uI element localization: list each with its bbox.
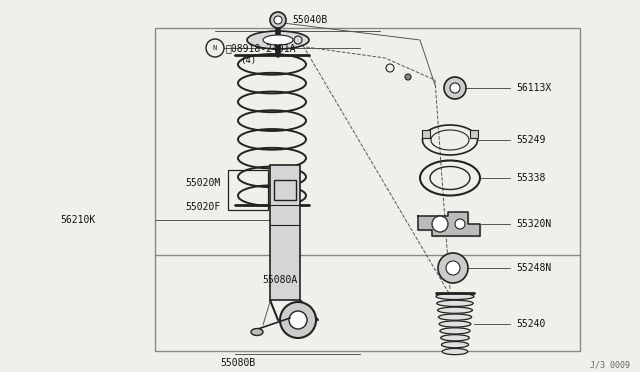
- Polygon shape: [418, 212, 480, 236]
- Bar: [155, 28, 580, 351]
- Text: J/3 0009: J/3 0009: [590, 360, 630, 369]
- Circle shape: [450, 83, 460, 93]
- Text: 55080B: 55080B: [220, 358, 255, 368]
- Text: 55248N: 55248N: [516, 263, 551, 273]
- Circle shape: [438, 253, 468, 283]
- Ellipse shape: [251, 328, 263, 336]
- Text: ⓝ08918-2401A: ⓝ08918-2401A: [225, 43, 296, 53]
- Text: 56210K: 56210K: [60, 215, 95, 225]
- Ellipse shape: [440, 328, 470, 334]
- Ellipse shape: [442, 349, 468, 355]
- Ellipse shape: [263, 35, 293, 45]
- Circle shape: [289, 311, 307, 329]
- Bar: [422, 130, 430, 138]
- Text: 55320N: 55320N: [516, 219, 551, 229]
- Text: 55080A: 55080A: [262, 275, 297, 285]
- Circle shape: [280, 302, 316, 338]
- Text: (4): (4): [240, 57, 256, 65]
- Circle shape: [274, 16, 282, 24]
- Text: 55338: 55338: [516, 173, 545, 183]
- Ellipse shape: [438, 314, 472, 320]
- Text: 56113X: 56113X: [516, 83, 551, 93]
- Ellipse shape: [436, 300, 473, 307]
- Circle shape: [405, 74, 411, 80]
- Ellipse shape: [439, 321, 471, 327]
- Circle shape: [455, 219, 465, 229]
- Ellipse shape: [436, 294, 474, 299]
- Text: 55020M: 55020M: [185, 178, 220, 188]
- Ellipse shape: [441, 335, 469, 341]
- Bar: [276, 185, 284, 205]
- Circle shape: [444, 77, 466, 99]
- Text: 55240: 55240: [516, 319, 545, 329]
- Bar: [470, 130, 478, 138]
- Text: 55040B: 55040B: [292, 15, 328, 25]
- Text: 55020F: 55020F: [185, 202, 220, 212]
- Ellipse shape: [247, 31, 309, 49]
- Circle shape: [432, 216, 448, 232]
- Circle shape: [446, 261, 460, 275]
- Bar: [228, 170, 268, 210]
- Bar: [274, 180, 296, 200]
- Circle shape: [270, 12, 286, 28]
- Ellipse shape: [438, 307, 472, 313]
- Text: 55249: 55249: [516, 135, 545, 145]
- Bar: [270, 165, 300, 300]
- Text: N: N: [213, 45, 217, 51]
- Ellipse shape: [442, 341, 468, 348]
